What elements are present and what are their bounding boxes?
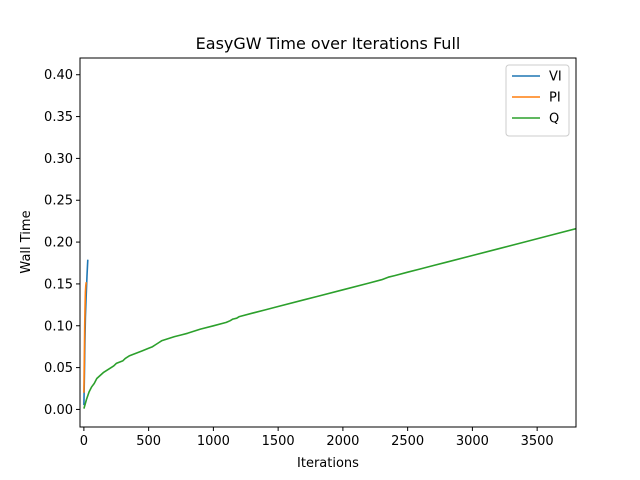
legend: VI PI Q <box>505 64 570 137</box>
y-tick-label: 0.30 <box>44 152 73 167</box>
y-tick-label: 0.00 <box>44 403 73 418</box>
x-tick-label: 1500 <box>262 434 295 449</box>
legend-label-q: Q <box>549 112 559 127</box>
x-tick-label: 2500 <box>391 434 424 449</box>
y-tick-label: 0.35 <box>44 110 73 125</box>
x-tick-label: 2000 <box>326 434 359 449</box>
x-tick-label: 3500 <box>521 434 554 449</box>
x-tick-label: 1000 <box>197 434 230 449</box>
y-tick-label: 0.10 <box>44 319 73 334</box>
series-line-pi <box>83 282 87 393</box>
y-tick-label: 0.40 <box>44 68 73 83</box>
x-tick-label: 0 <box>80 434 88 449</box>
x-axis-title: Iterations <box>297 456 359 471</box>
series-line-q <box>83 227 576 409</box>
y-tick-label: 0.15 <box>44 277 73 292</box>
chart-title: EasyGW Time over Iterations Full <box>196 34 461 53</box>
x-tick-label: 3000 <box>456 434 489 449</box>
legend-label-pi: PI <box>549 91 561 106</box>
y-tick-label: 0.25 <box>44 194 73 209</box>
y-tick-label: 0.05 <box>44 361 73 376</box>
plot-area <box>83 227 576 409</box>
axes: 0 500 1000 1500 2000 2500 3000 3500 0.00 0.05 0.10… <box>44 57 577 449</box>
y-tick-label: 0.20 <box>44 236 73 251</box>
legend-label-vi: VI <box>549 70 562 85</box>
x-tick-label: 500 <box>136 434 161 449</box>
y-axis-title: Wall Time <box>19 210 34 273</box>
series-group <box>83 227 576 409</box>
